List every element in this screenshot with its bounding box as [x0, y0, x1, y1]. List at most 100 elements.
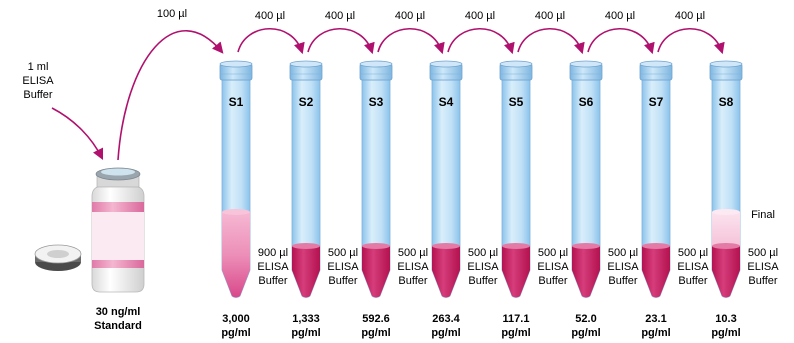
transfer-6: 400 µl — [587, 10, 655, 55]
buffer-word-label: Buffer — [538, 275, 567, 287]
liquid-surface — [712, 243, 740, 249]
tube-cap-top — [219, 60, 253, 68]
concentration-value: 52.0 — [575, 313, 596, 325]
tube-cap-top — [499, 60, 533, 68]
transfer-arrow — [587, 28, 655, 55]
buffer-volume-label: 500 µl — [468, 247, 498, 259]
buffer-volume-label: 500 µl — [748, 247, 778, 259]
concentration-unit: pg/ml — [571, 327, 600, 339]
concentration-unit: pg/ml — [641, 327, 670, 339]
liquid-surface — [502, 243, 530, 249]
transfer-volume-label: 400 µl — [535, 10, 565, 22]
concentration-value: 3,000 — [222, 313, 250, 325]
liquid-surface — [432, 243, 460, 249]
buffer-type-label: ELISA — [257, 261, 289, 273]
buffer-volume-label: 500 µl — [608, 247, 638, 259]
transfer-4: 400 µl — [447, 10, 515, 55]
transfer-volume-label: 400 µl — [465, 10, 495, 22]
tube-s4 — [429, 60, 463, 298]
initial-transfer-label: 100 µl — [157, 8, 187, 20]
tube-liquid — [502, 246, 530, 298]
tube-cap-top — [429, 60, 463, 68]
buffer-label-line-2: ELISA — [22, 75, 54, 87]
concentration-unit: pg/ml — [431, 327, 460, 339]
buffer-type-label: ELISA — [747, 261, 779, 273]
tube-liquid — [572, 246, 600, 298]
initial-transfer-arrow — [117, 30, 224, 161]
tube-liquid — [432, 246, 460, 298]
transfer-2: 400 µl — [307, 10, 375, 55]
concentration-value: 23.1 — [645, 313, 666, 325]
concentration-unit: pg/ml — [291, 327, 320, 339]
liquid-surface — [292, 243, 320, 249]
transfer-arrow — [377, 28, 445, 55]
tube-liquid — [292, 246, 320, 298]
tube-liquid — [362, 246, 390, 298]
concentration-value: 10.3 — [715, 313, 736, 325]
liquid-surface — [712, 209, 740, 215]
tube-cap-top — [709, 60, 743, 68]
buffer-word-label: Buffer — [328, 275, 357, 287]
transfer-arrow — [447, 28, 515, 55]
transfer-row: 400 µl 400 µl 400 µl 400 µl 400 µl 400 µl 400 … — [237, 10, 725, 55]
tube-name: S6 — [579, 95, 594, 109]
tube-name: S3 — [369, 95, 384, 109]
tube-cap-top — [569, 60, 603, 68]
buffer-volume-label: 500 µl — [398, 247, 428, 259]
final-label: Final — [751, 209, 775, 221]
transfer-arrow — [517, 28, 585, 55]
buffer-label-line-3: Buffer — [23, 89, 52, 101]
buffer-word-label: Buffer — [258, 275, 287, 287]
transfer-5: 400 µl — [517, 10, 585, 55]
buffer-word-label: Buffer — [608, 275, 637, 287]
tube-liquid — [642, 246, 670, 298]
buffer-word-label: Buffer — [748, 275, 777, 287]
buffer-word-label: Buffer — [468, 275, 497, 287]
transfer-arrow — [307, 28, 375, 55]
tube-liquid — [712, 246, 740, 298]
buffer-volume-label: 500 µl — [538, 247, 568, 259]
tube-cap-top — [289, 60, 323, 68]
tube-labels: S1 900 µl ELISA Buffer 3,000 pg/ml S2 500 µl ELI… — [221, 95, 779, 339]
buffer-type-label: ELISA — [467, 261, 499, 273]
tube-row — [219, 60, 743, 298]
buffer-type-label: ELISA — [677, 261, 709, 273]
tube-name: S8 — [719, 95, 734, 109]
transfer-volume-label: 400 µl — [255, 10, 285, 22]
initial-transfer: 100 µl — [117, 8, 224, 161]
transfer-arrow — [657, 28, 725, 55]
tube-s3 — [359, 60, 393, 298]
tube-s5 — [499, 60, 533, 298]
buffer-volume-label: 500 µl — [328, 247, 358, 259]
concentration-unit: pg/ml — [711, 327, 740, 339]
buffer-arrow — [51, 107, 104, 161]
tube-s7 — [639, 60, 673, 298]
buffer-label-line-1: 1 ml — [28, 61, 49, 73]
transfer-volume-label: 400 µl — [395, 10, 425, 22]
buffer-word-label: Buffer — [398, 275, 427, 287]
transfer-volume-label: 400 µl — [675, 10, 705, 22]
buffer-volume-label: 500 µl — [678, 247, 708, 259]
buffer-volume-label: 900 µl — [258, 247, 288, 259]
tube-name: S5 — [509, 95, 524, 109]
concentration-value: 263.4 — [432, 313, 460, 325]
liquid-surface — [362, 243, 390, 249]
transfer-volume-label: 400 µl — [605, 10, 635, 22]
buffer-source: 1 ml ELISA Buffer — [22, 61, 104, 161]
buffer-type-label: ELISA — [327, 261, 359, 273]
vial-label-line-2: Standard — [94, 320, 142, 332]
buffer-type-label: ELISA — [397, 261, 429, 273]
concentration-unit: pg/ml — [361, 327, 390, 339]
tube-final-liquid — [712, 212, 740, 246]
transfer-volume-label: 400 µl — [325, 10, 355, 22]
tube-liquid — [222, 212, 250, 298]
concentration-value: 592.6 — [362, 313, 390, 325]
tube-name: S7 — [649, 95, 664, 109]
standard-vial: 30 ng/ml Standard — [34, 167, 145, 332]
tube-name: S1 — [229, 95, 244, 109]
tube-s8 — [709, 60, 743, 298]
tube-name: S4 — [439, 95, 454, 109]
concentration-unit: pg/ml — [501, 327, 530, 339]
concentration-value: 117.1 — [503, 313, 530, 325]
